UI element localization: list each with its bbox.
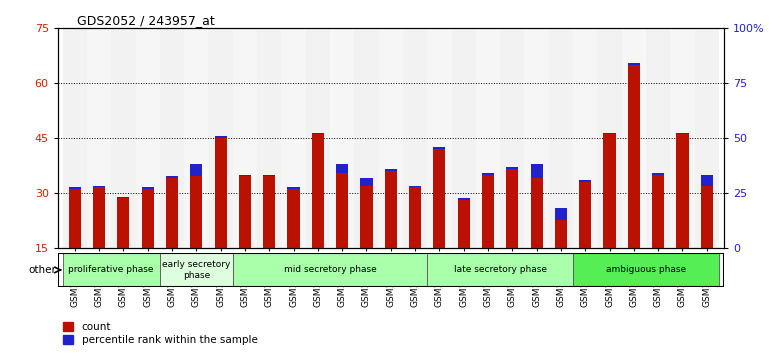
Bar [604,135,616,248]
Bar [215,138,226,248]
Bar [549,28,573,248]
Bar [215,136,226,138]
Bar [598,28,621,248]
Bar [457,200,470,248]
Bar [403,28,427,248]
Bar [136,28,160,248]
Bar [628,63,640,65]
Bar [555,220,567,248]
Bar [434,147,446,149]
Bar [652,173,665,175]
Bar [69,189,81,248]
Bar [263,176,276,248]
Bar [555,208,567,220]
Bar [93,185,105,188]
Bar [434,149,446,248]
Bar [506,169,518,248]
Bar [476,28,501,248]
Bar [360,178,373,185]
Bar [385,169,397,171]
Bar [676,135,688,248]
Bar [409,188,421,248]
Bar [385,171,397,248]
Bar [233,28,257,248]
Bar [482,175,494,248]
Bar [166,178,178,248]
Bar [457,198,470,200]
Text: mid secretory phase: mid secretory phase [283,266,377,274]
Bar [62,28,87,248]
Bar [482,173,494,175]
Bar [287,188,300,189]
Bar [427,28,451,248]
Bar [184,28,209,248]
Bar [336,173,348,248]
Bar [239,176,251,248]
Bar [160,28,184,248]
Bar [330,28,354,248]
Bar [628,65,640,248]
Bar [166,176,178,178]
Bar [209,28,233,248]
Bar [233,253,427,287]
Bar [379,28,403,248]
Bar [573,28,598,248]
Bar [579,180,591,182]
Bar [531,178,543,248]
Bar [701,185,713,248]
Bar [695,28,719,248]
Bar [190,164,203,176]
Text: GDS2052 / 243957_at: GDS2052 / 243957_at [77,14,215,27]
Bar [93,188,105,248]
Legend: count, percentile rank within the sample: count, percentile rank within the sample [63,322,258,345]
Bar [671,28,695,248]
Bar [142,188,154,189]
Bar [360,185,373,248]
Bar [287,189,300,248]
Bar [257,28,281,248]
Bar [506,167,518,169]
Bar [281,28,306,248]
Bar [646,28,671,248]
Bar [676,133,688,135]
Bar [621,28,646,248]
Bar [239,175,251,176]
Bar [336,164,348,173]
Bar [306,28,330,248]
Bar [263,175,276,176]
Bar [160,253,233,287]
Bar [117,198,129,248]
Text: proliferative phase: proliferative phase [69,266,154,274]
Text: early secretory
phase: early secretory phase [162,260,230,280]
Bar [312,135,324,248]
Bar [652,175,665,248]
Bar [573,253,719,287]
Bar [451,28,476,248]
Bar [117,196,129,198]
Bar [312,133,324,135]
Bar [604,133,616,135]
Bar [427,253,573,287]
Bar [579,182,591,248]
Bar [142,189,154,248]
Text: ambiguous phase: ambiguous phase [606,266,686,274]
Bar [354,28,379,248]
Bar [701,175,713,185]
Bar [500,28,524,248]
Bar [62,253,160,287]
Text: other: other [28,265,56,275]
Bar [531,164,543,178]
Bar [190,176,203,248]
Bar [409,185,421,188]
Bar [69,188,81,189]
Bar [111,28,136,248]
Bar [524,28,549,248]
Bar [87,28,111,248]
Text: late secretory phase: late secretory phase [454,266,547,274]
